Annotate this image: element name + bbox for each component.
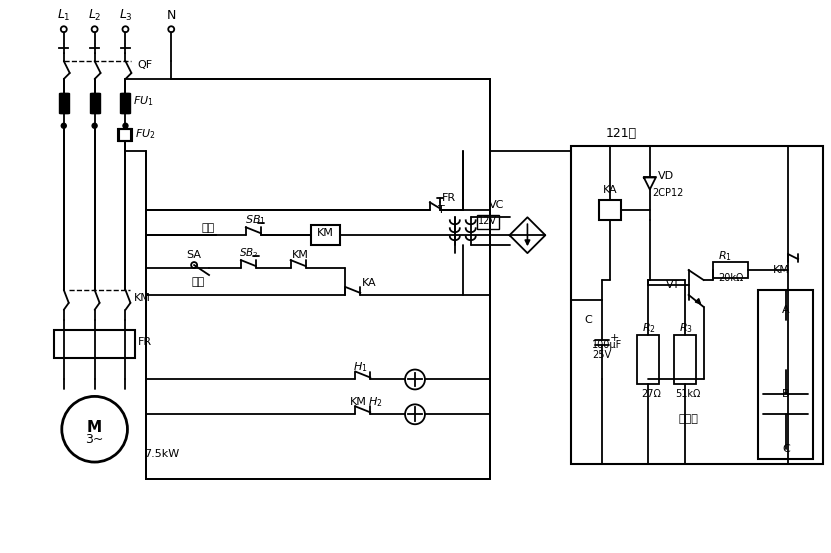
Bar xyxy=(599,200,621,220)
Text: $FU_1$: $FU_1$ xyxy=(134,94,155,108)
Bar xyxy=(59,93,69,113)
Bar xyxy=(60,93,68,113)
Circle shape xyxy=(122,26,129,32)
Text: 3~: 3~ xyxy=(86,432,104,446)
Text: 蓄水池: 蓄水池 xyxy=(679,414,699,424)
Text: $FU_2$: $FU_2$ xyxy=(135,127,156,140)
Text: 121型: 121型 xyxy=(606,127,637,140)
Bar xyxy=(119,129,132,140)
Circle shape xyxy=(123,123,128,128)
Bar xyxy=(54,330,135,358)
Circle shape xyxy=(405,369,425,389)
Circle shape xyxy=(91,26,97,32)
Text: A: A xyxy=(782,305,790,315)
Circle shape xyxy=(61,397,127,462)
Bar xyxy=(674,335,696,384)
Text: +: + xyxy=(610,333,619,343)
Circle shape xyxy=(168,26,175,32)
Text: $L_3$: $L_3$ xyxy=(119,8,132,23)
Text: 25V: 25V xyxy=(593,349,612,359)
Bar xyxy=(91,93,99,113)
Text: $L_2$: $L_2$ xyxy=(88,8,101,23)
Circle shape xyxy=(61,123,66,128)
Text: FR: FR xyxy=(137,337,151,347)
Text: KA: KA xyxy=(602,185,617,195)
Bar xyxy=(477,215,499,229)
Text: 12V: 12V xyxy=(478,216,497,226)
Text: KM: KM xyxy=(773,265,790,275)
Bar xyxy=(121,93,130,113)
Text: VT: VT xyxy=(666,280,681,290)
Text: 20kΩ: 20kΩ xyxy=(719,273,744,283)
Text: VC: VC xyxy=(489,200,504,210)
Text: 100μF: 100μF xyxy=(593,340,622,349)
Bar xyxy=(571,145,823,464)
Text: $L_1$: $L_1$ xyxy=(57,8,71,23)
Text: $H_2$: $H_2$ xyxy=(368,395,382,409)
Text: $SB_2$: $SB_2$ xyxy=(239,246,258,260)
Text: 7.5kW: 7.5kW xyxy=(145,449,179,459)
Text: C: C xyxy=(584,315,593,325)
Text: FR: FR xyxy=(442,194,456,204)
Bar xyxy=(311,225,341,245)
Text: QF: QF xyxy=(137,60,153,70)
Text: KM: KM xyxy=(317,228,334,238)
Text: $R_1$: $R_1$ xyxy=(719,249,732,263)
Text: 27Ω: 27Ω xyxy=(641,389,661,399)
Circle shape xyxy=(61,26,66,32)
Text: KM: KM xyxy=(293,250,309,260)
Text: C: C xyxy=(782,444,790,454)
Text: $R_3$: $R_3$ xyxy=(679,321,693,335)
Text: SA: SA xyxy=(186,250,201,260)
Text: M: M xyxy=(87,420,102,435)
Bar xyxy=(90,93,100,113)
Text: VD: VD xyxy=(658,170,674,180)
Bar xyxy=(758,290,813,459)
Circle shape xyxy=(191,262,197,268)
Text: $R_2$: $R_2$ xyxy=(642,321,656,335)
Text: KA: KA xyxy=(362,278,377,288)
Text: KM: KM xyxy=(350,398,366,408)
Bar xyxy=(120,93,130,113)
Text: 2CP12: 2CP12 xyxy=(652,189,683,199)
Bar xyxy=(714,262,749,278)
Bar xyxy=(120,129,131,140)
Text: KM: KM xyxy=(134,293,150,303)
Text: $SB_1$: $SB_1$ xyxy=(245,213,266,227)
Bar xyxy=(637,335,659,384)
Text: 51kΩ: 51kΩ xyxy=(676,389,701,399)
Text: 手动: 手动 xyxy=(201,223,214,233)
Text: $H_1$: $H_1$ xyxy=(353,361,367,374)
Circle shape xyxy=(405,404,425,424)
Text: N: N xyxy=(166,9,176,22)
Text: B: B xyxy=(782,389,790,399)
Text: 自动: 自动 xyxy=(191,277,204,287)
Circle shape xyxy=(92,123,97,128)
Text: T: T xyxy=(438,205,445,215)
